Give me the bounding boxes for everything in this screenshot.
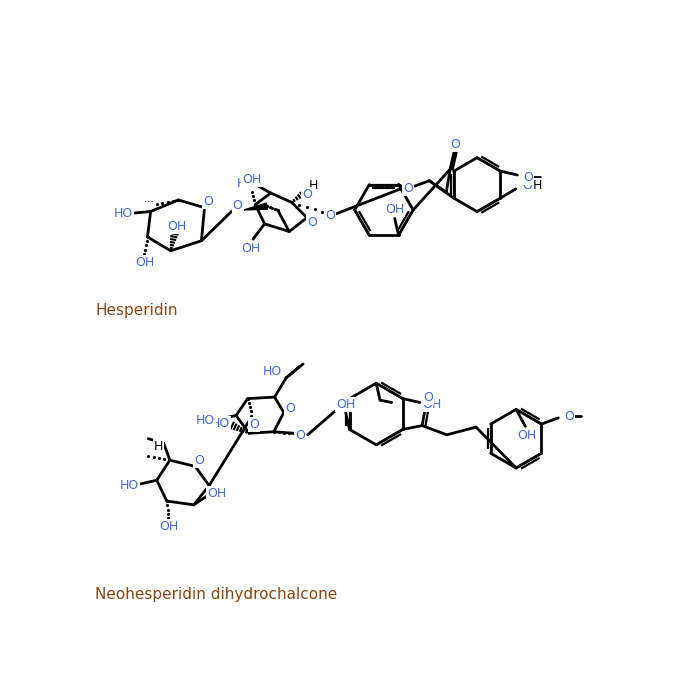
Text: OH: OH — [136, 256, 155, 269]
Text: O: O — [423, 391, 434, 404]
Text: OH: OH — [207, 487, 226, 500]
Text: HO: HO — [263, 365, 282, 378]
Text: OH: OH — [159, 520, 179, 533]
Text: HO: HO — [211, 417, 230, 430]
Text: HO: HO — [120, 479, 139, 492]
Text: HO: HO — [113, 207, 132, 220]
Text: OH: OH — [242, 173, 261, 186]
Text: OH: OH — [336, 397, 355, 410]
Text: H: H — [533, 179, 542, 192]
Text: O: O — [450, 138, 460, 151]
Text: Hesperidin: Hesperidin — [95, 303, 178, 318]
Text: OH: OH — [385, 203, 404, 216]
Text: O: O — [307, 216, 317, 229]
Text: O: O — [285, 402, 295, 415]
Text: Neohesperidin dihydrochalcone: Neohesperidin dihydrochalcone — [95, 587, 338, 603]
Text: OH: OH — [167, 220, 187, 233]
Text: O: O — [522, 179, 532, 192]
Text: O: O — [204, 195, 213, 208]
Text: O: O — [325, 209, 335, 222]
Text: H: H — [154, 440, 163, 453]
Text: O: O — [303, 188, 312, 201]
Text: HO: HO — [237, 176, 256, 189]
Text: O: O — [565, 410, 574, 423]
Text: H: H — [309, 179, 318, 192]
Text: OH: OH — [423, 397, 442, 410]
Text: HO: HO — [196, 415, 215, 428]
Text: O: O — [233, 199, 243, 212]
Text: OH: OH — [517, 429, 536, 442]
Text: OH: OH — [241, 242, 260, 255]
Text: O: O — [295, 429, 305, 442]
Text: O: O — [249, 418, 259, 431]
Text: O: O — [194, 455, 204, 468]
Polygon shape — [244, 203, 268, 210]
Text: O: O — [403, 182, 413, 195]
Text: ···: ··· — [143, 197, 154, 207]
Text: O: O — [523, 171, 534, 184]
